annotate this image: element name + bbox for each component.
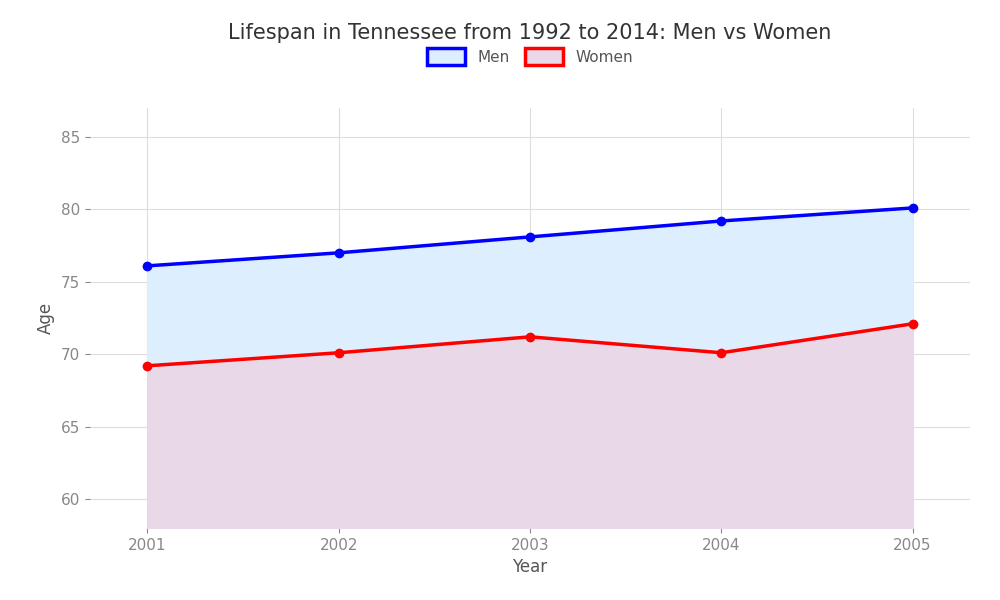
Legend: Men, Women: Men, Women <box>419 40 641 73</box>
Y-axis label: Age: Age <box>37 302 55 334</box>
X-axis label: Year: Year <box>512 558 548 576</box>
Title: Lifespan in Tennessee from 1992 to 2014: Men vs Women: Lifespan in Tennessee from 1992 to 2014:… <box>228 23 832 43</box>
